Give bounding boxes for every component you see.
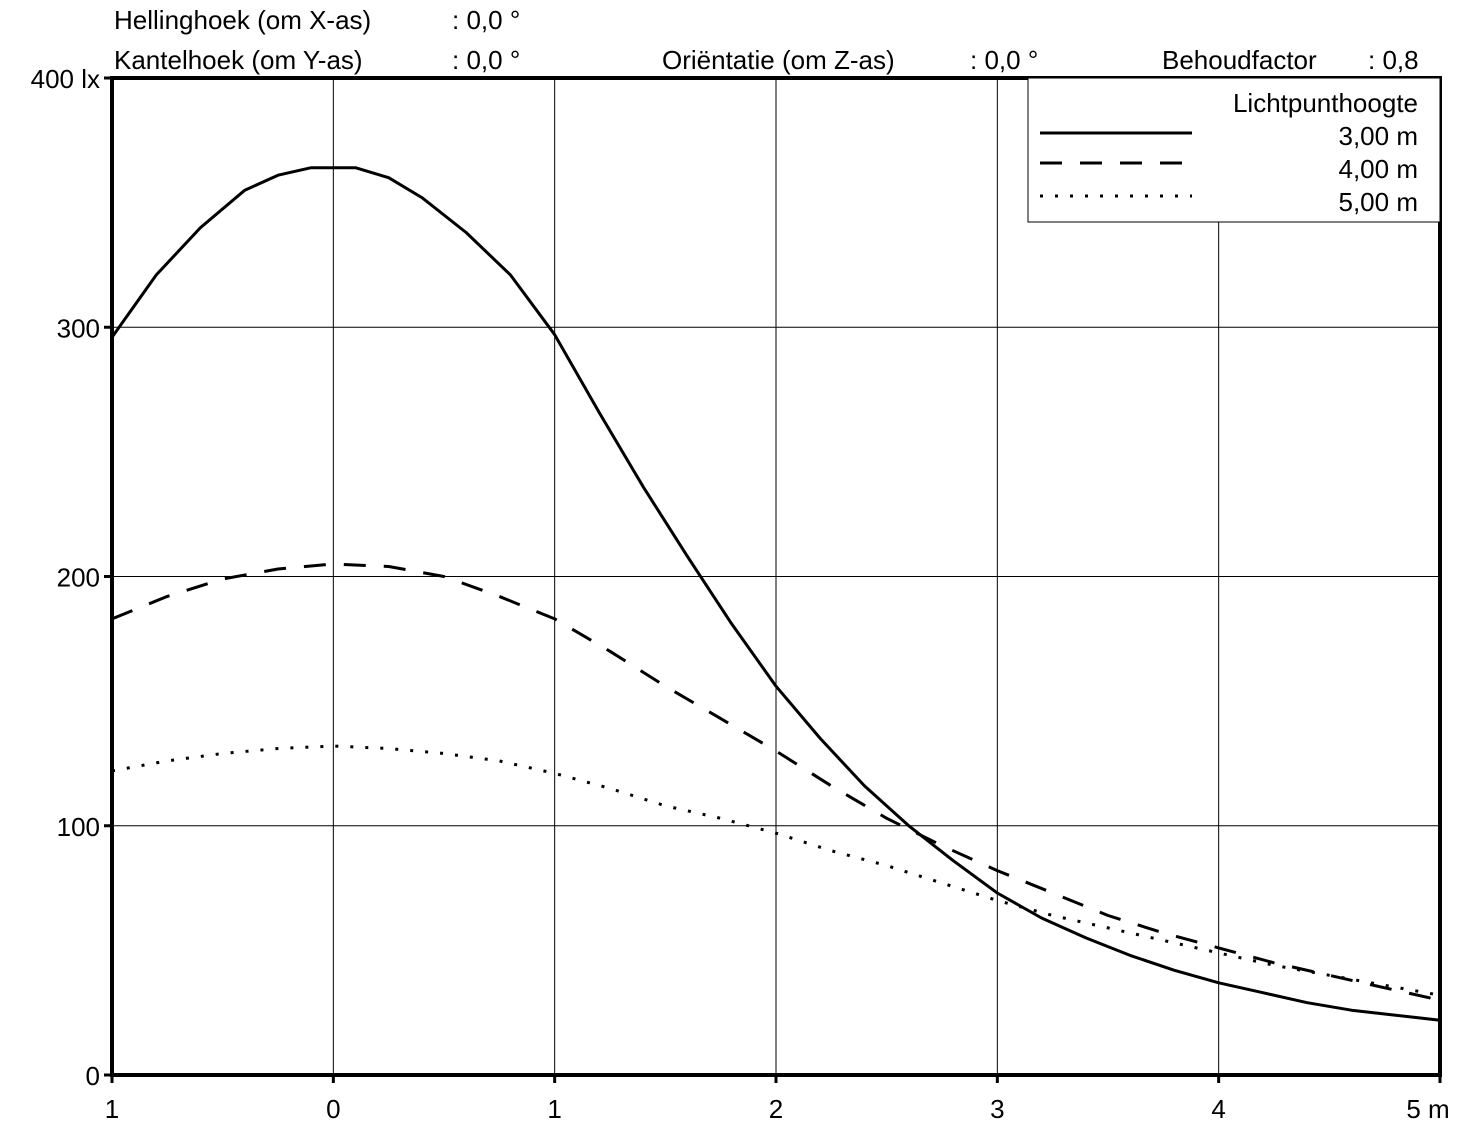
series-line-solid	[110, 166, 1441, 1022]
legend-box	[1027, 77, 1441, 223]
cant-angle-label: Kantelhoek (om Y-as)	[114, 45, 363, 75]
cant-angle-value: : 0,0 °	[452, 45, 520, 75]
y-tick-label: 200	[57, 563, 100, 593]
series-line-dashed	[111, 562, 1441, 1002]
grid	[112, 78, 1440, 1075]
legend-label-3m: 3,00 m	[1339, 121, 1419, 151]
maintenance-factor-value: : 0,8	[1368, 45, 1419, 75]
x-tick-label: 1	[105, 1094, 119, 1124]
x-tick-label: 5 m	[1406, 1094, 1449, 1124]
y-tick-label: 300	[57, 313, 100, 343]
series-lines	[110, 166, 1441, 1022]
legend-label-5m: 5,00 m	[1339, 187, 1419, 217]
legend-title: Lichtpunthoogte	[1233, 88, 1418, 118]
plot-frame	[110, 76, 1442, 1077]
x-tick-label: 2	[769, 1094, 783, 1124]
orientation-label: Oriëntatie (om Z-as)	[662, 45, 895, 75]
maintenance-factor-label: Behoudfactor	[1162, 45, 1317, 75]
y-tick-label: 0	[86, 1061, 100, 1091]
x-tick-label: 1	[547, 1094, 561, 1124]
legend: Lichtpunthoogte 3,00 m 4,00 m 5,00 m	[1027, 77, 1441, 223]
legend-label-4m: 4,00 m	[1339, 154, 1419, 184]
x-tick-label: 4	[1211, 1094, 1225, 1124]
x-tick-label: 0	[326, 1094, 340, 1124]
orientation-value: : 0,0 °	[970, 45, 1038, 75]
tilt-angle-label: Hellinghoek (om X-as)	[114, 5, 371, 35]
y-tick-label: 100	[57, 812, 100, 842]
x-tick-label: 3	[990, 1094, 1004, 1124]
tilt-angle-value: : 0,0 °	[452, 5, 520, 35]
y-tick-label: 400 lx	[31, 64, 100, 94]
series-line-dotted	[111, 744, 1441, 997]
